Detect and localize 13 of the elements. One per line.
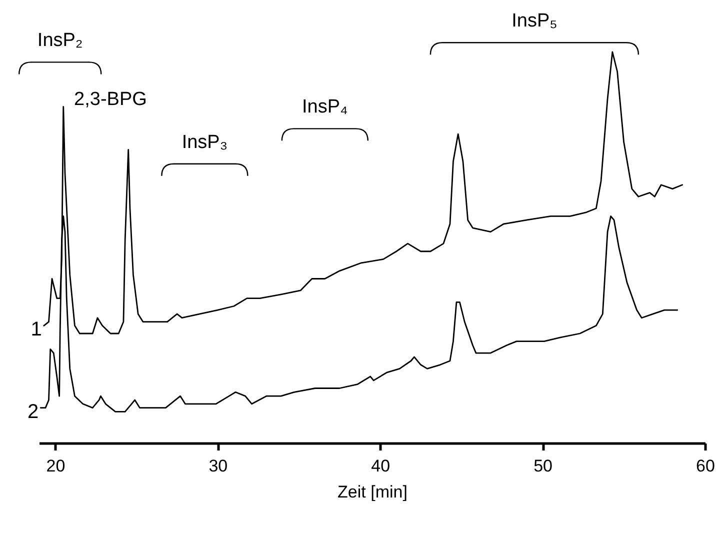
annotation: 2,3-BPG <box>74 88 147 110</box>
text: InsP₂ <box>37 30 83 52</box>
x-tick-label: 20 <box>46 456 66 476</box>
series-label: 2 <box>28 400 39 423</box>
annotation: InsP₃ <box>182 132 228 153</box>
annotation: InsP₄ <box>302 96 348 118</box>
x-tick-label: 30 <box>208 456 228 476</box>
x-tick-label: 60 <box>696 456 715 476</box>
x-tick-label: 50 <box>534 456 553 476</box>
x-tick-label: 40 <box>371 456 390 476</box>
series-label: 1 <box>30 318 42 341</box>
text: InsP₅ <box>512 10 558 32</box>
x-axis-title: Zeit [min] <box>338 482 408 502</box>
